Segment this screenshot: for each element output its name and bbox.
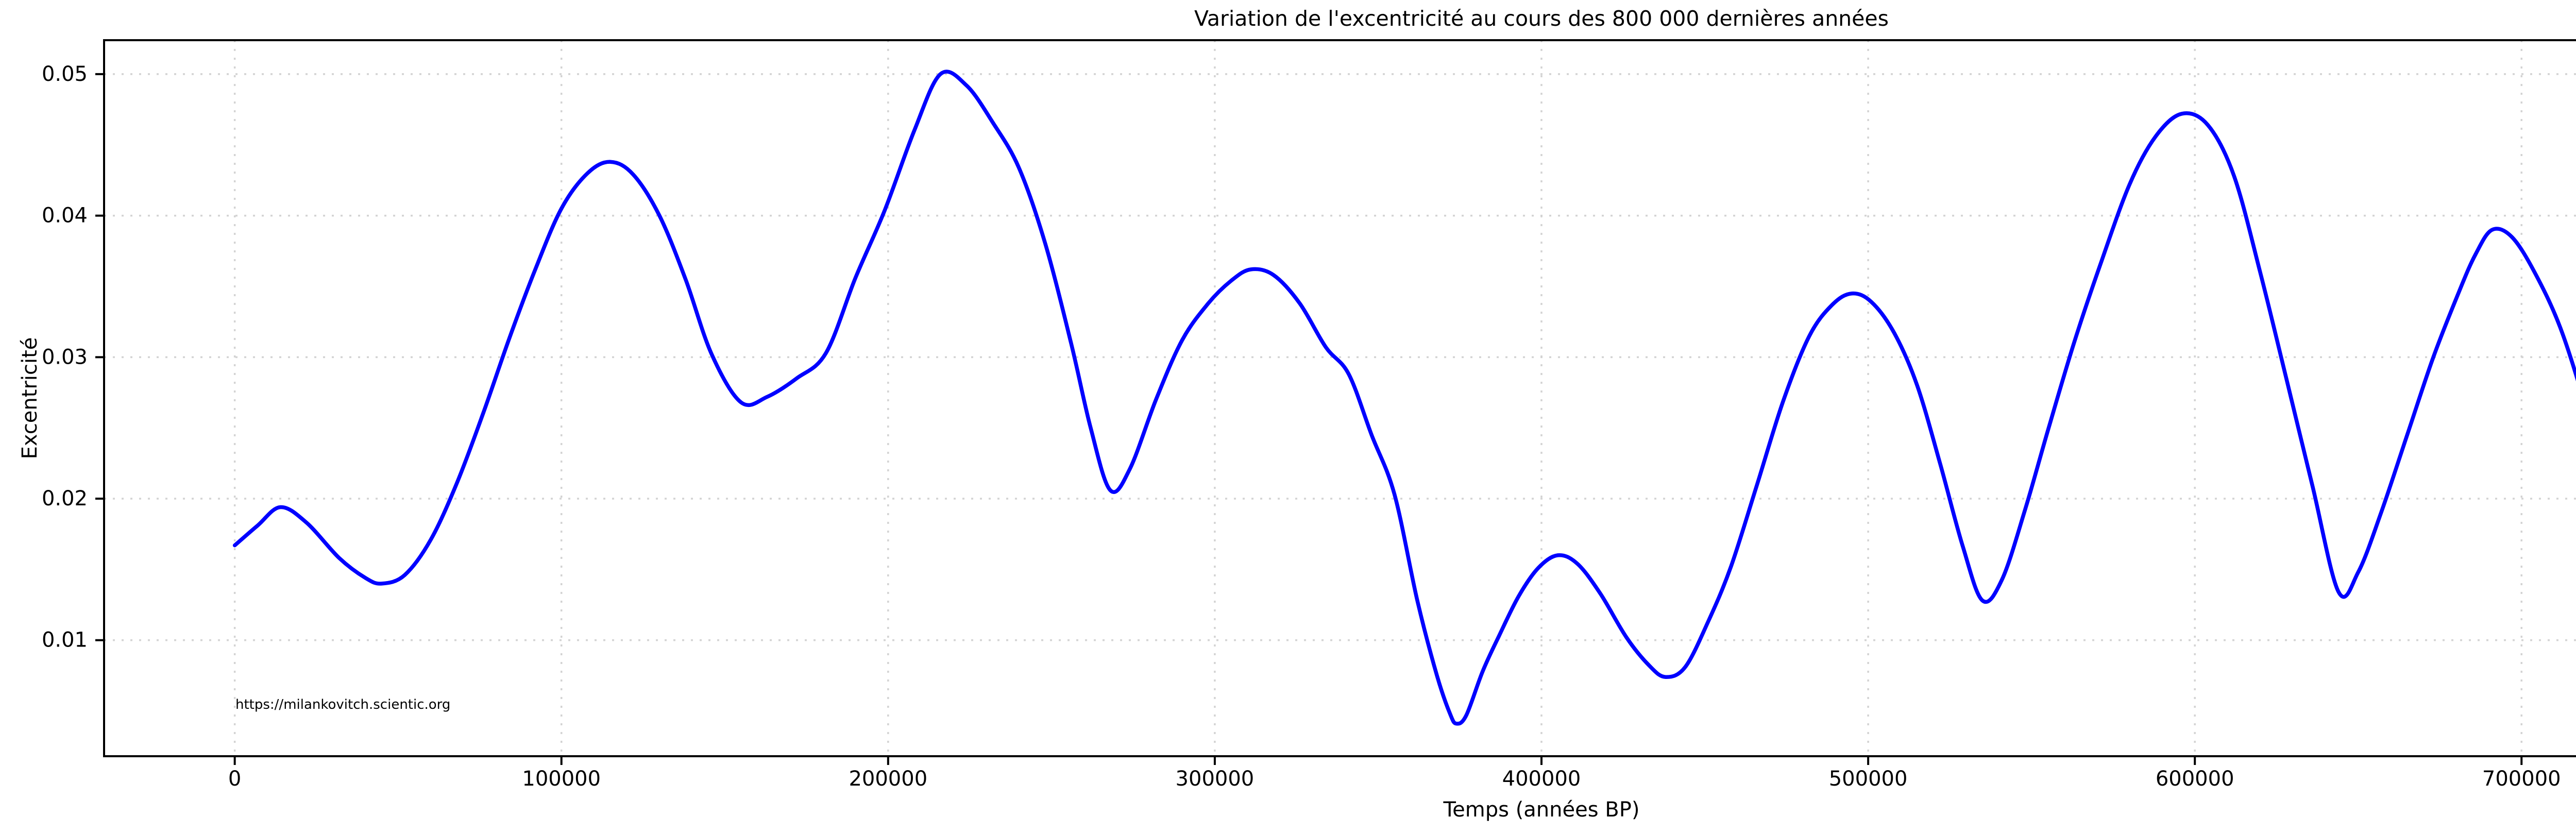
y-tick-label: 0.02 <box>42 487 88 510</box>
source-url: https://milankovitch.scientic.org <box>235 697 450 712</box>
x-tick-label: 600000 <box>2156 767 2234 791</box>
y-tick-label: 0.03 <box>42 345 88 369</box>
x-tick-label: 400000 <box>1502 767 1581 791</box>
x-tick-label: 100000 <box>522 767 601 791</box>
x-axis-ticks: 0 100000 200000 300000 400000 500000 600000 700… <box>228 756 2561 791</box>
y-tick-label: 0.01 <box>42 628 88 652</box>
y-axis-ticks: 0.01 0.02 0.03 0.04 0.05 <box>42 62 104 652</box>
grid-lines <box>104 40 2576 756</box>
plot-frame <box>103 39 2576 757</box>
y-tick-label: 0.05 <box>42 62 88 86</box>
chart-title: Variation de l'excentricité au cours des… <box>1194 6 1889 31</box>
eccentricity-line <box>232 70 2576 726</box>
x-tick-label: 200000 <box>849 767 927 791</box>
x-tick-label: 0 <box>228 767 241 791</box>
y-tick-label: 0.04 <box>42 204 88 228</box>
x-tick-label: 500000 <box>1829 767 1908 791</box>
x-tick-label: 300000 <box>1176 767 1255 791</box>
x-axis-label: Temps (années BP) <box>1443 798 1640 822</box>
x-tick-label: 700000 <box>2482 767 2561 791</box>
y-axis-label: Excentricité <box>18 337 42 459</box>
